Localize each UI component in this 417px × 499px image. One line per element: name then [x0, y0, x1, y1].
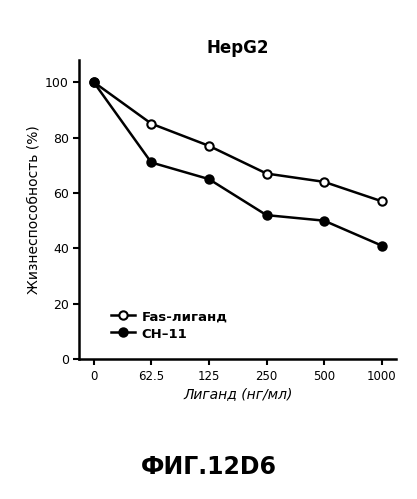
Line: Fas-лиганд: Fas-лиганд — [90, 78, 386, 206]
Fas-лиганд — [322, 179, 327, 185]
Y-axis label: Жизнеспособность (%): Жизнеспособность (%) — [27, 125, 41, 294]
Title: HepG2: HepG2 — [206, 39, 269, 57]
СН–11 — [91, 79, 96, 85]
СН–11 — [206, 176, 211, 182]
Legend: Fas-лиганд, СН–11: Fas-лиганд, СН–11 — [111, 310, 228, 341]
Fas-лиганд — [379, 198, 384, 204]
СН–11 — [379, 243, 384, 249]
Fas-лиганд — [206, 143, 211, 149]
СН–11 — [322, 218, 327, 224]
Fas-лиганд — [149, 121, 154, 127]
СН–11 — [149, 160, 154, 166]
X-axis label: Лиганд (нг/мл): Лиганд (нг/мл) — [183, 387, 292, 401]
Fas-лиганд — [91, 79, 96, 85]
Fas-лиганд — [264, 171, 269, 177]
Line: СН–11: СН–11 — [90, 78, 386, 250]
Text: ФИГ.12D6: ФИГ.12D6 — [141, 455, 276, 479]
СН–11 — [264, 212, 269, 218]
